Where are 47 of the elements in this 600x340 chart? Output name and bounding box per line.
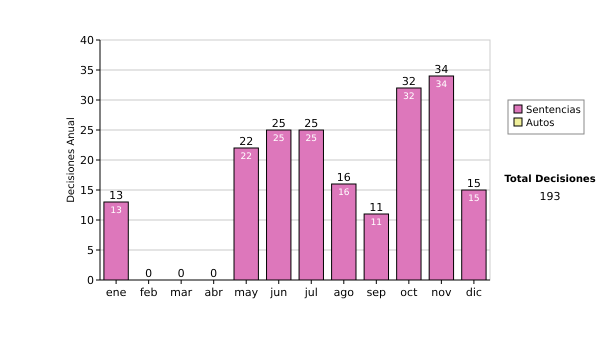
total-label: 0 bbox=[210, 267, 218, 280]
x-tick-label: jun bbox=[269, 286, 288, 299]
total-label: 0 bbox=[145, 267, 152, 280]
y-tick-label: 10 bbox=[80, 214, 94, 227]
total-label: 15 bbox=[466, 177, 481, 190]
data-label: 32 bbox=[403, 92, 415, 102]
y-axis-title: Decisiones Anual bbox=[66, 117, 77, 203]
x-tick-label: jul bbox=[304, 286, 318, 299]
x-tick-label: feb bbox=[140, 286, 158, 299]
total-label: 32 bbox=[402, 75, 416, 88]
total-label: 22 bbox=[239, 135, 254, 148]
data-label: 25 bbox=[273, 134, 284, 144]
data-label: 22 bbox=[240, 152, 252, 162]
x-tick-label: abr bbox=[204, 286, 224, 299]
x-tick-label: nov bbox=[431, 286, 452, 299]
total-label: 25 bbox=[272, 117, 286, 130]
data-label: 11 bbox=[370, 218, 382, 228]
legend-label: Sentencias bbox=[526, 105, 581, 116]
y-tick-label: 40 bbox=[80, 34, 94, 47]
y-tick-label: 30 bbox=[80, 94, 94, 107]
data-label: 13 bbox=[110, 206, 122, 216]
legend-label: Autos bbox=[526, 118, 554, 129]
data-label: 15 bbox=[468, 194, 480, 204]
text: Total Decisiones bbox=[504, 174, 596, 185]
y-tick-label: 35 bbox=[80, 64, 94, 77]
y-tick-label: 15 bbox=[80, 184, 94, 197]
y-tick-label: 5 bbox=[87, 244, 94, 257]
x-tick-label: dic bbox=[466, 286, 482, 299]
y-tick-label: 20 bbox=[80, 154, 94, 167]
x-tick-label: sep bbox=[366, 286, 386, 299]
y-tick-label: 25 bbox=[80, 124, 94, 137]
total-label: 11 bbox=[369, 201, 384, 214]
total-label: 16 bbox=[336, 171, 351, 184]
total-label: 25 bbox=[304, 117, 318, 130]
total-label: 34 bbox=[434, 63, 448, 76]
y-tick-label: 0 bbox=[87, 274, 94, 287]
x-tick-label: oct bbox=[400, 286, 418, 299]
data-label: 34 bbox=[436, 80, 448, 90]
data-label: 16 bbox=[338, 188, 350, 198]
x-tick-label: ene bbox=[106, 286, 127, 299]
text: 193 bbox=[540, 190, 560, 203]
x-tick-label: mar bbox=[170, 286, 193, 299]
total-label: 0 bbox=[178, 267, 185, 280]
x-tick-label: ago bbox=[334, 286, 354, 299]
data-label: 25 bbox=[306, 134, 317, 144]
x-tick-label: may bbox=[234, 286, 259, 299]
total-label: 13 bbox=[109, 189, 124, 202]
